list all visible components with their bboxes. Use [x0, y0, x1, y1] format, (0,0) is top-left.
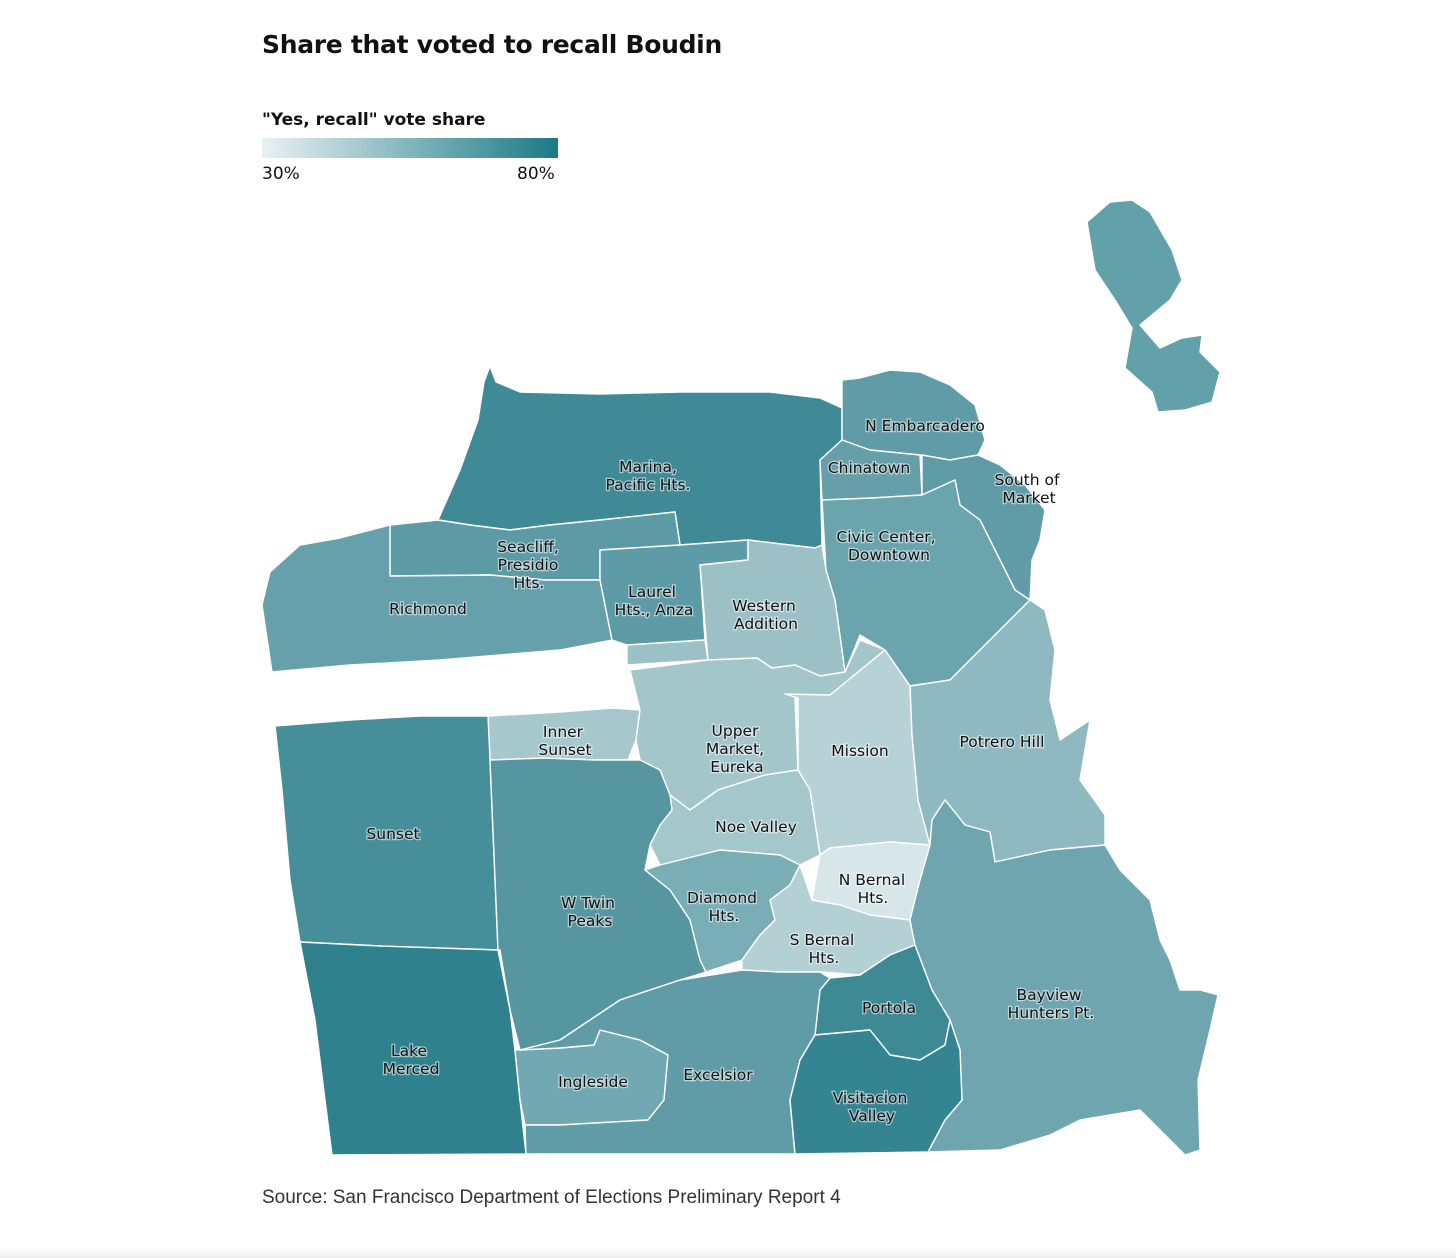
label-line: Hts.: [858, 889, 889, 907]
label-line: Potrero Hill: [960, 733, 1045, 751]
page-bottom-edge: [0, 1248, 1456, 1258]
label-seacliff: Seacliff, Presidio Hts.: [496, 537, 560, 594]
label-line: W Twin: [561, 894, 615, 912]
label-line: Marina,: [619, 458, 677, 476]
label-n-bernal: N Bernal Hts.: [838, 870, 907, 909]
label-line: Upper: [712, 722, 760, 740]
label-line: Market,: [706, 740, 764, 758]
label-upper-market: Upper Market, Eureka: [705, 721, 766, 778]
label-line: Sunset: [538, 741, 591, 759]
label-line: Hts., Anza: [615, 601, 694, 619]
label-line: Noe Valley: [715, 818, 797, 836]
chart-title: Share that voted to recall Boudin: [262, 30, 722, 59]
label-line: S Bernal: [790, 931, 855, 949]
label-potrero-hill: Potrero Hill: [958, 732, 1045, 753]
label-line: Hunters Pt.: [1008, 1004, 1095, 1022]
label-line: Pacific Hts.: [606, 476, 691, 494]
label-sunset: Sunset: [365, 824, 421, 845]
label-line: Hts.: [514, 574, 545, 592]
label-s-bernal: S Bernal Hts.: [788, 930, 855, 969]
label-line: Peaks: [568, 912, 613, 930]
label-western-addition: Western Addition: [731, 596, 799, 635]
label-visitacion: Visitacion Valley: [831, 1088, 908, 1127]
legend-title: "Yes, recall" vote share: [262, 110, 486, 130]
label-line: N Embarcadero: [865, 417, 985, 435]
label-line: Ingleside: [558, 1073, 628, 1091]
label-laurel-hts: Laurel Hts., Anza: [613, 582, 694, 621]
label-line: Presidio: [498, 556, 559, 574]
label-portola: Portola: [861, 998, 918, 1019]
label-chinatown: Chinatown: [827, 458, 912, 479]
label-line: Lake: [391, 1042, 427, 1060]
label-line: Valley: [849, 1107, 895, 1125]
label-line: N Bernal: [839, 871, 905, 889]
label-line: Eureka: [710, 758, 763, 776]
label-mission: Mission: [830, 741, 890, 762]
label-inner-sunset: Inner Sunset: [537, 722, 593, 761]
label-ingleside: Ingleside: [557, 1072, 629, 1093]
label-n-embarcadero: N Embarcadero: [864, 416, 986, 437]
label-line: Visitacion: [833, 1089, 908, 1107]
label-line: Seacliff,: [497, 538, 559, 556]
label-line: Richmond: [389, 600, 467, 618]
label-w-twin-peaks: W Twin Peaks: [560, 893, 616, 932]
label-richmond: Richmond: [388, 599, 468, 620]
label-line: Laurel: [628, 583, 676, 601]
legend-max-label: 80%: [517, 164, 555, 184]
label-line: Merced: [383, 1060, 440, 1078]
label-lake-merced: Lake Merced: [381, 1041, 440, 1080]
label-civic-center: Civic Center, Downtown: [835, 527, 937, 566]
label-south-of-market: South of Market: [993, 470, 1061, 509]
label-line: Western: [732, 597, 796, 615]
label-line: Bayview: [1017, 986, 1082, 1004]
label-line: Excelsior: [683, 1066, 753, 1084]
label-line: Diamond: [687, 889, 757, 907]
label-line: South of: [995, 471, 1060, 489]
label-line: Hts.: [709, 907, 740, 925]
neighborhood-richmond: [261, 524, 613, 673]
label-line: Inner: [543, 723, 584, 741]
neighborhood-visitacion: [789, 1019, 963, 1155]
legend-min-label: 30%: [262, 164, 300, 184]
source-note: Source: San Francisco Department of Elec…: [262, 1187, 841, 1208]
label-line: Chinatown: [828, 459, 910, 477]
label-bayview: Bayview Hunters Pt.: [1006, 985, 1095, 1024]
label-line: Sunset: [366, 825, 419, 843]
label-line: Portola: [862, 999, 916, 1017]
treasure-island: [1086, 199, 1221, 413]
legend-gradient-bar: [262, 138, 558, 158]
neighborhood-n-embarcadero: [841, 369, 986, 461]
label-line: Civic Center,: [836, 528, 935, 546]
label-line: Market: [1002, 489, 1055, 507]
label-line: Downtown: [848, 546, 930, 564]
label-line: Addition: [734, 615, 798, 633]
label-line: Hts.: [809, 949, 840, 967]
label-noe-valley: Noe Valley: [714, 817, 798, 838]
label-diamond-hts: Diamond Hts.: [686, 888, 759, 927]
label-line: Mission: [831, 742, 888, 760]
label-marina: Marina, Pacific Hts.: [604, 457, 691, 496]
label-excelsior: Excelsior: [682, 1065, 754, 1086]
